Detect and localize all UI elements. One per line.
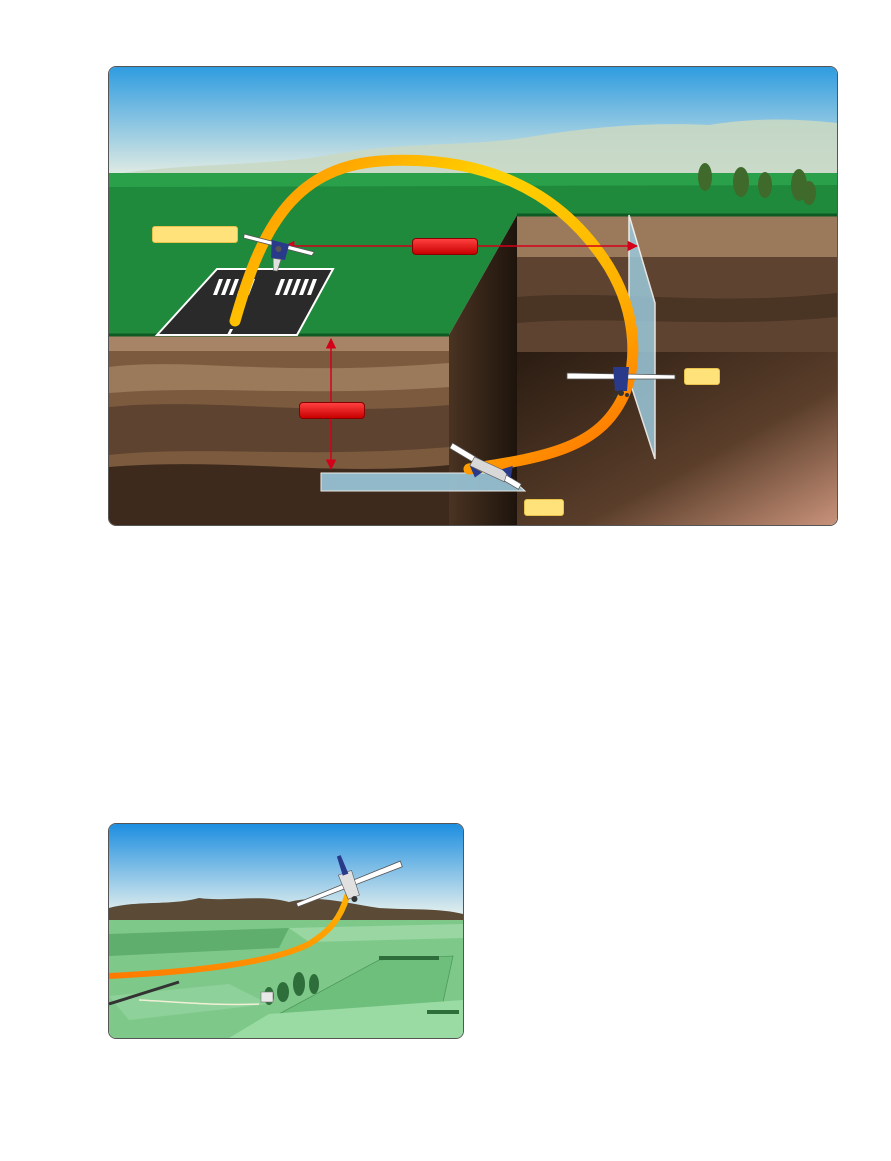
airplane-icon bbox=[449, 442, 522, 490]
building bbox=[260, 991, 274, 1003]
soil-layer bbox=[109, 363, 449, 393]
label-box bbox=[412, 238, 478, 255]
horizontal-reference-plane bbox=[320, 472, 527, 492]
pit-floor bbox=[449, 215, 517, 525]
label-box bbox=[524, 499, 564, 516]
road bbox=[138, 999, 260, 1006]
distant-hills bbox=[109, 119, 837, 187]
pit-back bbox=[517, 352, 837, 525]
field bbox=[109, 928, 289, 956]
soil-layer bbox=[109, 404, 449, 455]
aerial-canvas bbox=[109, 824, 463, 1038]
diagram-canvas bbox=[109, 67, 837, 525]
ground-highlight bbox=[109, 173, 837, 187]
field bbox=[229, 1000, 463, 1038]
flight-path bbox=[109, 893, 350, 979]
airplane-icon bbox=[566, 367, 676, 397]
aerial-view-illustration bbox=[108, 823, 464, 1039]
label-box bbox=[684, 368, 720, 385]
airplane-icon bbox=[243, 233, 316, 272]
trees-icon bbox=[698, 163, 816, 205]
mountains-icon bbox=[109, 898, 463, 924]
soil-layer bbox=[517, 293, 837, 323]
label-box bbox=[152, 226, 238, 243]
chandelle-diagram bbox=[108, 66, 838, 526]
flight-path bbox=[229, 154, 639, 475]
airplane-icon bbox=[295, 855, 403, 908]
railroad bbox=[109, 980, 180, 1006]
label-box bbox=[299, 402, 365, 419]
topsoil bbox=[109, 335, 449, 351]
